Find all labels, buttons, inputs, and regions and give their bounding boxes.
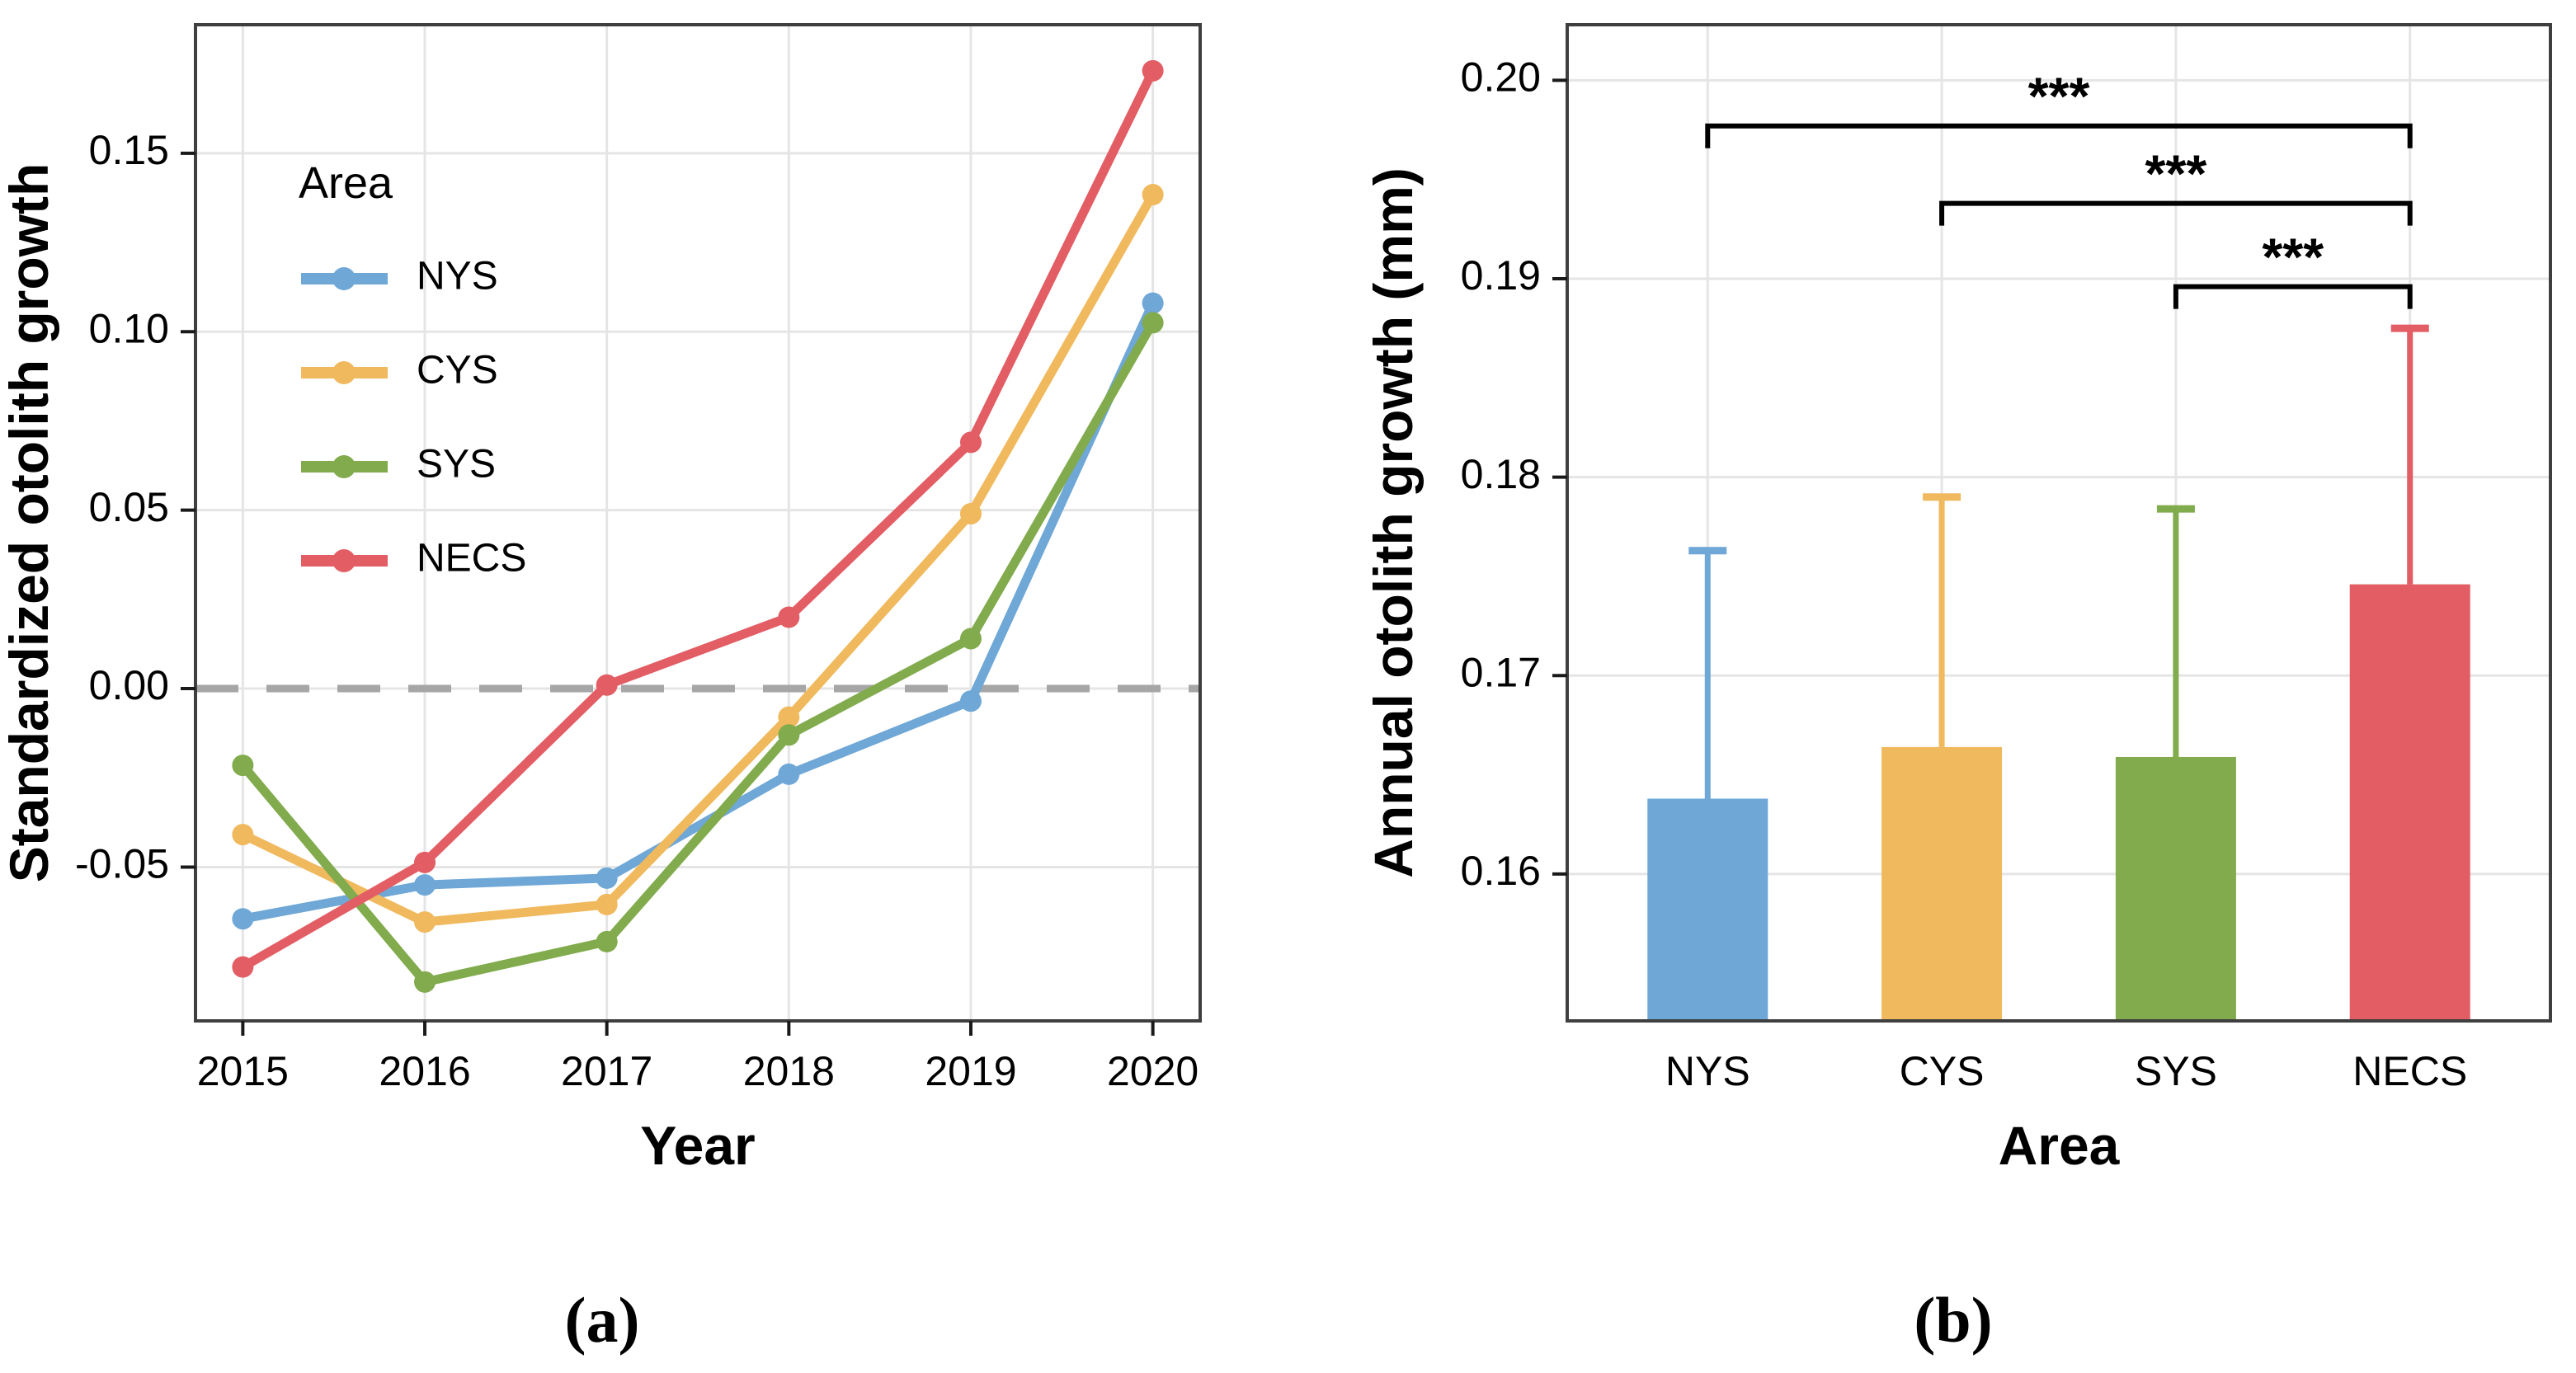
x-category-label: CYS — [1900, 1048, 1985, 1094]
data-point-NYS — [1142, 292, 1164, 314]
data-point-NECS — [414, 851, 436, 873]
x-tick-label: 2018 — [743, 1048, 835, 1094]
legend-item-NECS: NECS — [301, 537, 526, 581]
legend-label: NECS — [417, 537, 526, 581]
x-tick-label: 2016 — [379, 1048, 470, 1094]
y-tick-label: 0.16 — [1461, 848, 1541, 894]
data-point-CYS — [959, 502, 982, 524]
significance-stars: *** — [2262, 228, 2324, 287]
data-point-SYS — [596, 930, 618, 952]
bar-chart-annual-otolith-growth: 0.20 0.19 0.18 0.17 0.16 NYS CYS SYS NECS *** *** *… — [1363, 23, 2552, 1176]
significance-bracket-SYS-NECS — [2173, 284, 2413, 309]
y-tick-label: 0.17 — [1461, 649, 1541, 695]
x-tick-label: 2020 — [1107, 1048, 1199, 1094]
significance-stars: *** — [2028, 67, 2090, 126]
data-point-NYS — [232, 908, 254, 930]
legend-item-NYS: NYS — [301, 255, 498, 299]
panel-border — [1566, 23, 2552, 1023]
x-tick-label: 2017 — [561, 1048, 652, 1094]
legend-key-dot — [332, 455, 356, 478]
data-point-NYS — [414, 874, 436, 896]
legend-key-dot — [332, 549, 356, 572]
data-point-CYS — [596, 893, 618, 915]
bar-NYS — [1647, 798, 1768, 1021]
data-point-SYS — [959, 628, 982, 650]
series-line-SYS — [238, 317, 1158, 987]
y-axis-title: Standardized otolith growth — [0, 163, 59, 883]
data-point-NECS — [596, 674, 618, 696]
panel-a-caption: (a) — [564, 1284, 640, 1356]
y-tick-label: 0.10 — [89, 305, 169, 351]
y-axis-title: Annual otolith growth (mm) — [1363, 167, 1424, 878]
line-chart-standardized-otolith-growth: 0.15 0.10 0.05 0.00 -0.05 2015 2016 2017 2018 201… — [0, 23, 1202, 1176]
series-line-NYS — [238, 299, 1158, 924]
data-point-NECS — [959, 431, 982, 454]
data-point-SYS — [232, 755, 254, 777]
data-point-CYS — [1142, 184, 1164, 206]
y-tick-label: 0.18 — [1461, 451, 1541, 497]
legend-label: NYS — [417, 255, 498, 299]
panel-border — [194, 23, 1202, 1023]
data-point-CYS — [232, 824, 254, 846]
bar-CYS — [1881, 746, 2003, 1021]
bar-SYS — [2115, 756, 2236, 1021]
data-point-NECS — [1142, 59, 1164, 82]
x-axis-title: Area — [1999, 1115, 2121, 1176]
y-tick-label: 0.15 — [89, 127, 169, 173]
bar-NECS — [2349, 584, 2470, 1021]
y-tick-label: 0.19 — [1461, 252, 1541, 299]
legend-key-dot — [332, 267, 356, 290]
data-point-NYS — [778, 763, 800, 785]
data-point-NYS — [596, 867, 618, 889]
legend-item-CYS: CYS — [301, 349, 498, 393]
data-point-NECS — [778, 606, 800, 628]
data-point-SYS — [414, 971, 436, 993]
legend-label: CYS — [417, 349, 498, 393]
panel-b-caption: (b) — [1914, 1284, 1993, 1356]
data-point-SYS — [778, 724, 800, 746]
data-point-NYS — [959, 690, 982, 712]
series-line-NECS — [238, 66, 1158, 972]
significance-bracket-CYS-NECS — [1939, 200, 2413, 226]
legend-item-SYS: SYS — [301, 443, 496, 487]
legend-title: Area — [299, 158, 393, 208]
x-tick-label: 2019 — [925, 1048, 1016, 1094]
y-tick-label: 0.00 — [89, 662, 169, 708]
x-category-label: NECS — [2352, 1048, 2467, 1094]
y-tick-label: 0.20 — [1461, 54, 1541, 101]
data-point-CYS — [778, 706, 800, 728]
data-point-SYS — [1142, 312, 1164, 334]
data-point-NECS — [232, 956, 254, 978]
x-category-label: NYS — [1665, 1048, 1750, 1094]
legend: Area NYS CYS SYS NECS — [299, 158, 526, 581]
x-axis-title: Year — [640, 1115, 755, 1176]
legend-label: SYS — [417, 443, 496, 487]
x-category-label: SYS — [2135, 1048, 2217, 1094]
significance-stars: *** — [2145, 144, 2207, 204]
data-point-CYS — [414, 911, 436, 933]
y-tick-label: 0.05 — [89, 484, 169, 530]
significance-bracket-NYS-NECS — [1705, 123, 2413, 148]
y-tick-label: -0.05 — [75, 841, 169, 887]
series-line-CYS — [238, 190, 1158, 927]
legend-key-dot — [332, 361, 356, 384]
x-tick-label: 2015 — [197, 1048, 289, 1094]
